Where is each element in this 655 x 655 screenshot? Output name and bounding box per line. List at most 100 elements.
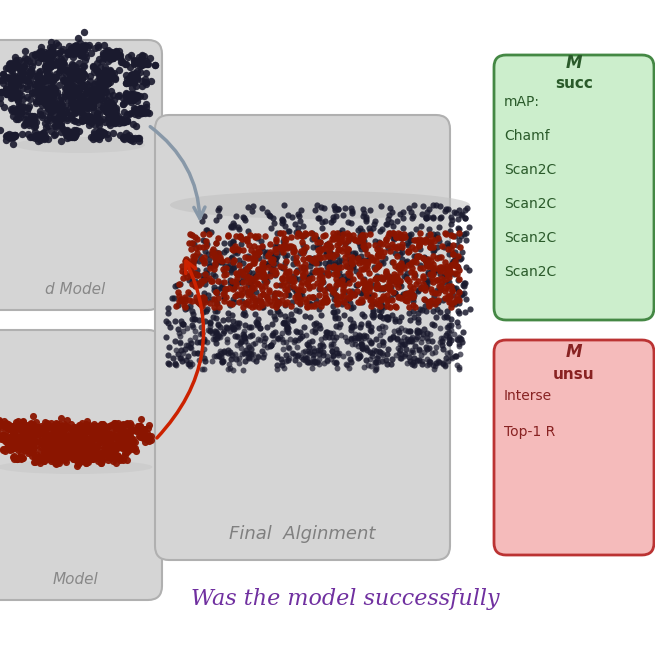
Point	[288, 253, 299, 263]
Point	[69, 125, 79, 136]
Point	[136, 59, 147, 69]
Point	[115, 424, 125, 435]
Point	[276, 261, 286, 272]
Point	[191, 291, 201, 302]
Point	[243, 340, 253, 350]
Point	[105, 54, 115, 64]
Point	[72, 425, 83, 436]
Point	[33, 453, 44, 464]
Point	[332, 204, 343, 214]
Point	[430, 288, 440, 298]
Point	[96, 458, 106, 468]
Point	[440, 277, 450, 288]
Point	[92, 40, 103, 50]
Point	[224, 298, 234, 309]
Point	[205, 318, 215, 328]
Point	[26, 419, 37, 429]
Point	[376, 348, 386, 358]
Point	[462, 202, 473, 213]
Point	[249, 253, 259, 263]
Point	[111, 111, 122, 122]
Point	[10, 51, 20, 62]
Point	[187, 322, 198, 332]
Point	[310, 356, 321, 367]
Point	[10, 432, 21, 443]
Point	[270, 241, 280, 252]
Point	[24, 69, 35, 79]
Point	[53, 118, 64, 128]
Point	[261, 271, 272, 282]
Point	[286, 309, 296, 320]
Point	[400, 295, 411, 305]
Point	[3, 422, 13, 432]
Point	[415, 221, 426, 231]
Point	[295, 351, 306, 362]
Point	[105, 101, 116, 111]
Point	[331, 239, 342, 250]
Point	[122, 447, 132, 457]
Point	[365, 354, 375, 365]
Point	[229, 219, 239, 230]
Point	[405, 235, 415, 246]
Point	[200, 265, 211, 275]
Point	[358, 240, 368, 251]
Point	[26, 116, 37, 126]
Point	[1, 83, 11, 93]
Point	[244, 240, 254, 251]
Point	[371, 362, 381, 372]
Point	[247, 206, 257, 217]
Point	[101, 431, 111, 441]
Point	[9, 81, 20, 92]
Point	[36, 421, 47, 432]
Point	[107, 432, 118, 443]
Point	[41, 445, 51, 456]
Point	[107, 100, 118, 110]
FancyBboxPatch shape	[494, 340, 654, 555]
Point	[290, 355, 300, 365]
Point	[68, 83, 79, 93]
Point	[328, 328, 338, 338]
Point	[103, 69, 114, 79]
Point	[98, 126, 108, 137]
Point	[102, 104, 113, 115]
Point	[381, 233, 391, 244]
Point	[71, 99, 81, 109]
Point	[100, 46, 111, 56]
Point	[229, 261, 239, 272]
Point	[86, 97, 97, 107]
Point	[332, 233, 343, 243]
Point	[343, 244, 353, 254]
Point	[41, 430, 52, 441]
Point	[380, 282, 390, 293]
Point	[257, 261, 267, 271]
Point	[46, 52, 56, 63]
Point	[452, 360, 462, 371]
Point	[85, 452, 96, 462]
Point	[78, 83, 88, 93]
Point	[75, 90, 85, 101]
Point	[45, 41, 55, 52]
Point	[252, 278, 262, 288]
Point	[232, 339, 242, 350]
Point	[53, 454, 64, 464]
Point	[60, 447, 71, 457]
Point	[349, 234, 360, 244]
Point	[69, 132, 79, 143]
Point	[259, 251, 270, 261]
Point	[77, 67, 88, 78]
Point	[450, 256, 460, 267]
Point	[187, 320, 197, 331]
Point	[434, 236, 444, 246]
Point	[177, 261, 187, 271]
Point	[74, 100, 84, 111]
Point	[68, 421, 79, 432]
Point	[69, 82, 80, 92]
Point	[308, 280, 318, 291]
Point	[77, 81, 88, 91]
Point	[270, 326, 280, 337]
Point	[29, 426, 39, 437]
Point	[307, 291, 318, 302]
Point	[345, 257, 355, 268]
Point	[179, 299, 189, 310]
Point	[368, 307, 379, 317]
